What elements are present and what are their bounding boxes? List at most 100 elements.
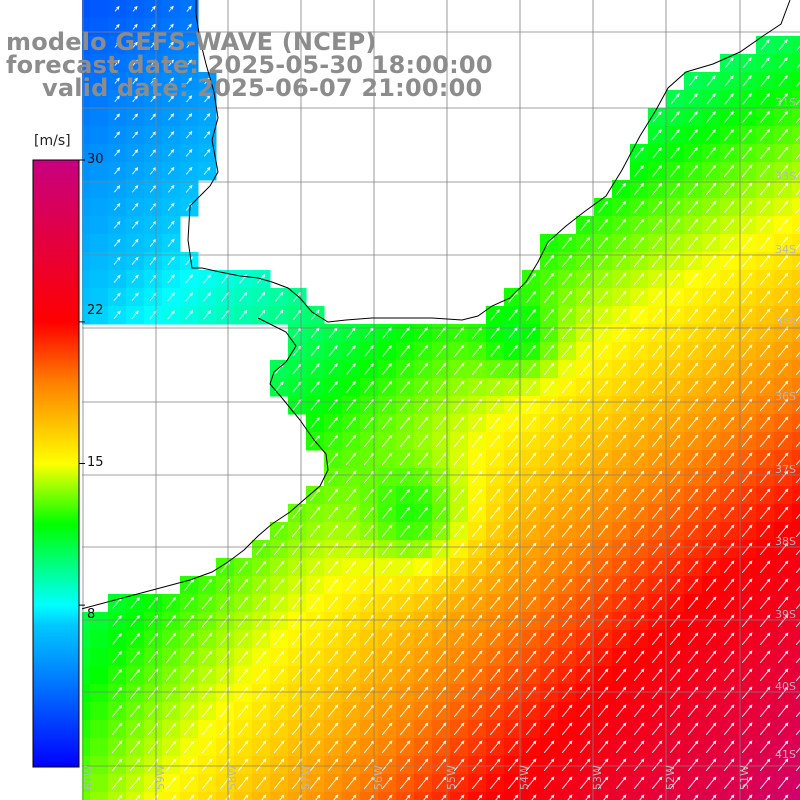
- wind-arrowhead: [334, 398, 339, 403]
- latitude-label: 36S: [775, 390, 796, 403]
- wind-arrowhead: [730, 506, 735, 511]
- wind-speed-cell: [198, 792, 217, 800]
- wind-arrow: [543, 542, 555, 556]
- wind-arrow: [363, 650, 375, 664]
- wind-arrow: [327, 668, 339, 682]
- wind-arrow: [741, 560, 753, 574]
- wind-speed-cell: [252, 792, 271, 800]
- wind-arrow: [525, 740, 537, 754]
- wind-arrowhead: [676, 596, 681, 601]
- wind-arrow: [705, 290, 717, 304]
- wind-arrow: [579, 308, 591, 322]
- wind-arrowhead: [712, 398, 717, 403]
- wind-arrowhead: [460, 632, 465, 637]
- wind-arrow: [113, 239, 121, 247]
- wind-arrowhead: [406, 704, 411, 709]
- wind-arrow: [435, 398, 447, 412]
- wind-arrow: [363, 524, 375, 538]
- wind-arrowhead: [208, 632, 213, 637]
- wind-arrow: [310, 417, 320, 429]
- wind-arrow: [399, 434, 411, 448]
- wind-arrowhead: [424, 524, 429, 529]
- wind-arrow: [633, 560, 645, 574]
- wind-arrowhead: [514, 380, 519, 385]
- wind-arrow: [132, 149, 138, 157]
- wind-arrowhead: [406, 542, 411, 547]
- wind-arrow: [687, 183, 699, 195]
- wind-arrowhead: [243, 291, 248, 296]
- wind-arrow: [417, 758, 429, 772]
- wind-arrow: [471, 506, 483, 520]
- wind-arrow: [759, 596, 771, 610]
- wind-arrow: [633, 686, 645, 700]
- longitude-label: 59W: [154, 765, 167, 790]
- wind-arrowhead: [243, 309, 248, 314]
- wind-speed-cell: [792, 522, 800, 541]
- wind-arrow: [561, 578, 573, 592]
- wind-arrow: [580, 237, 590, 249]
- wind-arrow: [114, 167, 120, 175]
- wind-arrow: [525, 380, 537, 394]
- wind-arrow: [167, 256, 175, 266]
- wind-arrowhead: [280, 686, 285, 691]
- wind-arrow: [688, 93, 698, 105]
- wind-arrowhead: [784, 236, 789, 241]
- wind-arrowhead: [694, 111, 698, 115]
- wind-arrowhead: [604, 506, 609, 511]
- wind-arrowhead: [586, 758, 591, 763]
- wind-speed-cell: [450, 792, 469, 800]
- wind-arrowhead: [370, 362, 375, 367]
- wind-arrow: [615, 614, 627, 628]
- wind-arrow: [345, 776, 357, 790]
- wind-arrow: [741, 632, 753, 646]
- wind-arrow: [381, 596, 393, 610]
- wind-arrowhead: [604, 524, 609, 529]
- wind-arrowhead: [658, 164, 663, 169]
- wind-arrow: [724, 57, 734, 69]
- wind-arrow: [777, 686, 789, 700]
- wind-arrowhead: [388, 614, 393, 619]
- wind-arrow: [651, 758, 663, 772]
- wind-arrow: [723, 254, 735, 268]
- wind-speed-cell: [90, 270, 109, 289]
- wind-arrow: [525, 776, 537, 790]
- wind-arrow: [633, 398, 645, 412]
- wind-arrowhead: [694, 686, 699, 691]
- wind-arrow: [525, 614, 537, 628]
- wind-arrow: [183, 632, 195, 646]
- wind-arrow: [723, 488, 735, 502]
- wind-arrow: [634, 147, 644, 159]
- wind-arrow: [168, 24, 174, 30]
- wind-arrow: [561, 362, 573, 376]
- wind-arrow: [759, 506, 771, 520]
- wind-arrowhead: [334, 596, 339, 601]
- wind-arrow: [777, 758, 789, 772]
- wind-arrowhead: [658, 452, 663, 457]
- wind-arrow: [381, 740, 393, 754]
- wind-arrowhead: [134, 77, 138, 82]
- wind-arrow: [291, 614, 303, 628]
- wind-arrowhead: [134, 149, 139, 153]
- wind-arrow: [795, 189, 800, 196]
- wind-arrowhead: [118, 650, 123, 655]
- wind-arrow: [435, 704, 447, 718]
- wind-arrow: [435, 488, 447, 502]
- wind-arrow: [327, 506, 339, 520]
- wind-arrowhead: [352, 345, 356, 349]
- wind-arrow: [543, 704, 555, 718]
- wind-arrow: [759, 560, 771, 574]
- wind-arrow: [328, 363, 338, 375]
- wind-arrowhead: [748, 236, 753, 241]
- wind-arrow: [615, 272, 627, 286]
- wind-arrowhead: [134, 113, 138, 118]
- wind-arrow: [759, 776, 771, 790]
- wind-arrow: [183, 740, 195, 754]
- wind-arrow: [723, 506, 735, 520]
- wind-arrowhead: [748, 416, 753, 421]
- wind-arrow: [131, 239, 139, 247]
- wind-arrowhead: [784, 794, 789, 799]
- wind-arrow: [741, 254, 753, 268]
- wind-arrow: [633, 614, 645, 628]
- wind-arrow: [705, 182, 717, 196]
- wind-arrowhead: [658, 182, 663, 187]
